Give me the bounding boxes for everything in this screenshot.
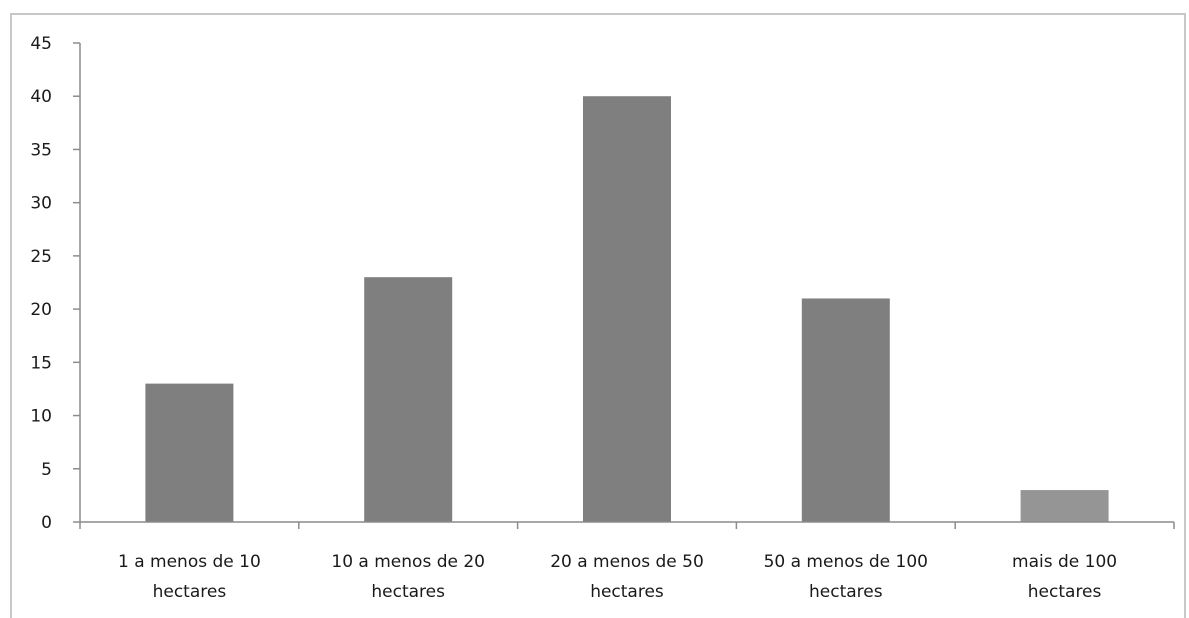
x-category-label: hectares — [371, 582, 445, 602]
bar — [145, 383, 234, 522]
bar — [801, 298, 890, 522]
y-tick-label: 20 — [30, 300, 52, 320]
y-tick-label: 15 — [30, 353, 52, 373]
y-tick-label: 25 — [30, 247, 52, 267]
x-category-label: 1 a menos de 10 — [118, 552, 261, 572]
bar — [583, 96, 671, 522]
y-tick-label: 5 — [41, 460, 52, 480]
x-category-label: mais de 100 — [1012, 552, 1117, 572]
x-category-label: 20 a menos de 50 — [550, 552, 704, 572]
x-category-label: 50 a menos de 100 — [764, 552, 928, 572]
x-category-label: hectares — [1028, 582, 1102, 602]
y-tick-label: 10 — [30, 407, 52, 427]
x-category-label: hectares — [590, 582, 664, 602]
y-tick-label: 40 — [30, 87, 52, 107]
bar — [364, 277, 453, 522]
axis-layer — [73, 42, 1175, 529]
bar — [1020, 490, 1109, 522]
y-tick-label: 35 — [30, 140, 52, 160]
bars-layer — [145, 96, 1109, 522]
x-category-label: 10 a menos de 20 — [331, 552, 485, 572]
x-category-label: hectares — [153, 582, 227, 602]
y-tick-label: 0 — [41, 513, 52, 533]
y-tick-label: 45 — [30, 34, 52, 54]
x-category-label: hectares — [809, 582, 883, 602]
labels-layer: 0 5 10 15 20 25 30 35 40 45 1 a menos de 10 hectare… — [30, 34, 1117, 602]
y-tick-label: 30 — [30, 194, 52, 214]
